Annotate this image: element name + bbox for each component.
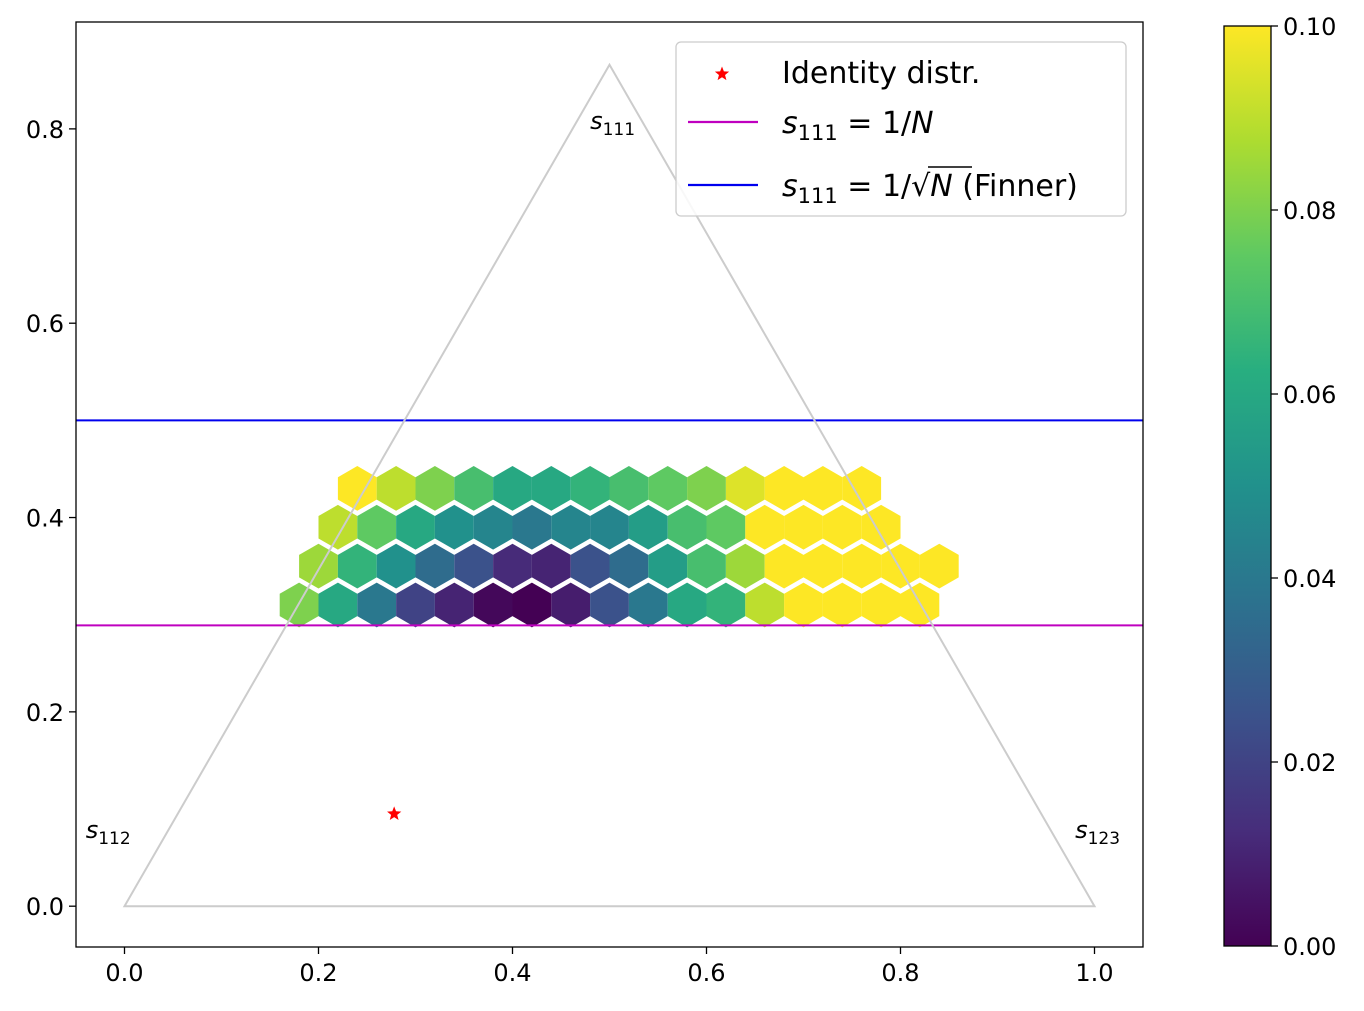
hex-cell — [803, 543, 843, 589]
hex-cell — [745, 582, 785, 628]
hex-cell — [551, 504, 591, 550]
x-tick-label: 1.0 — [1075, 959, 1113, 987]
hex-cell — [784, 504, 823, 550]
x-tick-label: 0.4 — [493, 959, 531, 987]
hex-cell — [628, 504, 668, 550]
hex-cell — [570, 465, 610, 511]
simplex-triangle — [122, 62, 1097, 908]
hex-cell — [784, 582, 823, 628]
hex-cell — [687, 543, 726, 589]
hex-cell — [454, 543, 494, 589]
hex-cell — [628, 582, 668, 628]
hex-cell — [764, 465, 804, 511]
hex-cell — [357, 504, 397, 550]
hex-cell — [881, 543, 920, 589]
colorbar-tick-label: 0.08 — [1283, 197, 1336, 225]
y-tick-label: 0.0 — [26, 893, 64, 921]
legend-label: s111 = 1/N — [782, 106, 934, 145]
hex-cell — [415, 543, 455, 589]
x-tick-label: 0.2 — [299, 959, 337, 987]
hex-cell — [706, 504, 746, 550]
legend-label: s111 = 1/√N (Finner) — [782, 169, 1078, 208]
hex-cell — [318, 504, 358, 550]
hex-cell — [590, 582, 629, 628]
hex-cell — [434, 504, 474, 550]
hex-cell — [725, 543, 765, 589]
hex-cell — [357, 582, 397, 628]
y-tick-label: 0.2 — [26, 699, 64, 727]
hex-cell — [706, 582, 746, 628]
hex-cell — [531, 543, 571, 589]
colorbar-frame — [1223, 25, 1272, 947]
identity-point — [387, 806, 402, 820]
legend-box — [675, 41, 1127, 217]
hex-cell — [376, 465, 416, 511]
x-tick-label: 0.8 — [881, 959, 919, 987]
hex-cell — [512, 504, 552, 550]
hex-cell — [609, 465, 649, 511]
hex-cell — [667, 582, 707, 628]
plot-frame — [75, 21, 1144, 948]
hex-cell — [493, 543, 532, 589]
hex-cell — [337, 543, 377, 589]
hex-cell — [609, 543, 649, 589]
hex-cell — [415, 465, 455, 511]
colorbar-tick-label: 0.00 — [1283, 933, 1336, 961]
colorbar-tick-label: 0.06 — [1283, 381, 1336, 409]
hex-cell — [803, 465, 843, 511]
hex-cell — [551, 582, 591, 628]
hex-cell — [842, 543, 882, 589]
colorbar-gradient — [1224, 26, 1271, 946]
hex-cell — [667, 504, 707, 550]
hex-cell — [725, 465, 765, 511]
hex-cell — [842, 465, 882, 511]
hex-cell — [861, 582, 901, 628]
legend-marker — [714, 66, 730, 81]
hex-cell — [648, 465, 688, 511]
hex-cell — [570, 543, 610, 589]
colorbar-tick-label: 0.04 — [1283, 565, 1336, 593]
colorbar-tick-label: 0.02 — [1283, 749, 1336, 777]
hex-cell — [299, 543, 338, 589]
hex-cell — [396, 582, 435, 628]
hex-cell — [473, 582, 513, 628]
hex-cell — [745, 504, 785, 550]
hex-cell — [861, 504, 901, 550]
x-tick-label: 0.0 — [105, 959, 143, 987]
legend-label: Identity distr. — [782, 56, 980, 91]
hex-cell — [764, 543, 804, 589]
corner-label: s123 — [1075, 816, 1120, 849]
hex-cell — [318, 582, 358, 628]
y-tick-label: 0.8 — [26, 116, 64, 144]
y-tick-label: 0.6 — [26, 310, 64, 338]
hex-cell — [473, 504, 513, 550]
corner-label: s112 — [86, 816, 131, 849]
hex-cell — [512, 582, 552, 628]
hex-cell — [590, 504, 629, 550]
x-tick-label: 0.6 — [687, 959, 725, 987]
hex-cell — [434, 582, 474, 628]
hex-cell — [337, 465, 377, 511]
corner-label: s111 — [590, 107, 635, 140]
hex-cell — [376, 543, 416, 589]
hex-cell — [531, 465, 571, 511]
hex-cell — [396, 504, 435, 550]
hex-cell — [822, 582, 862, 628]
hex-cell — [687, 465, 726, 511]
hex-cell — [454, 465, 494, 511]
hex-cell — [822, 504, 862, 550]
y-tick-label: 0.4 — [26, 505, 64, 533]
hex-cell — [493, 465, 532, 511]
hex-cell — [919, 543, 959, 589]
colorbar-tick-label: 0.10 — [1283, 13, 1336, 41]
hex-cell — [648, 543, 688, 589]
